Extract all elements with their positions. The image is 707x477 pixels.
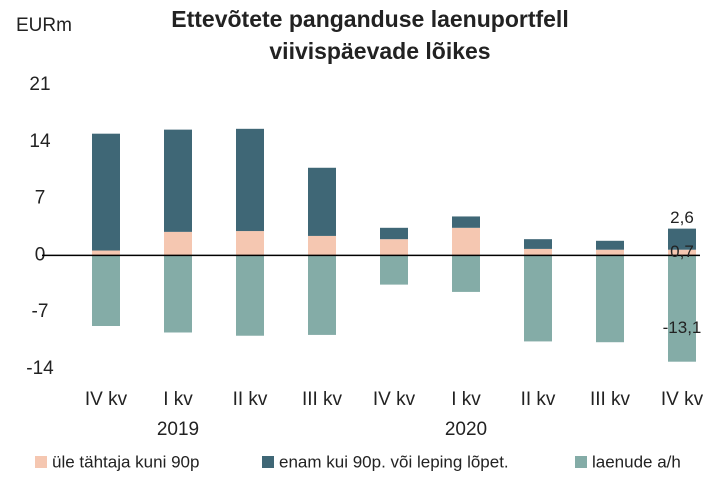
bar-segment bbox=[524, 248, 552, 256]
x-tick-label: III kv bbox=[302, 389, 343, 410]
bar-segment bbox=[308, 167, 336, 236]
y-tick-label: -14 bbox=[26, 358, 54, 379]
x-tick-label: II kv bbox=[521, 389, 556, 410]
chart-title: Ettevõtete panganduse laenuportfell bbox=[171, 6, 568, 32]
value-label: 0,7 bbox=[670, 242, 694, 261]
y-axis-label: EURm bbox=[16, 15, 72, 36]
x-tick-label: III kv bbox=[590, 389, 631, 410]
bar-segment bbox=[596, 249, 624, 256]
bar-segment bbox=[524, 255, 552, 342]
bar-segment bbox=[308, 235, 336, 256]
bar-segment bbox=[236, 231, 264, 256]
year-label: 2019 bbox=[157, 419, 199, 440]
bar-segment bbox=[452, 227, 480, 256]
bar-segment bbox=[668, 228, 696, 250]
x-tick-label: II kv bbox=[233, 389, 268, 410]
bar-segment bbox=[452, 216, 480, 228]
y-tick-label: -7 bbox=[32, 301, 49, 322]
bar-segment bbox=[92, 133, 120, 251]
legend-label: üle tähtaja kuni 90p bbox=[52, 452, 199, 471]
y-tick-label: 7 bbox=[35, 188, 46, 209]
value-label: -13,1 bbox=[663, 318, 702, 337]
bar-segment bbox=[164, 231, 192, 256]
bar-segment bbox=[380, 255, 408, 285]
legend-swatch bbox=[575, 456, 587, 468]
bar-segment bbox=[380, 227, 408, 240]
bar-segment bbox=[596, 240, 624, 250]
legend-label: enam kui 90p. või leping lõpet. bbox=[279, 452, 509, 471]
bar-segment bbox=[668, 255, 696, 362]
bar-segment bbox=[92, 250, 120, 256]
bar-segment bbox=[236, 255, 264, 336]
bar-segment bbox=[596, 255, 624, 343]
y-tick-label: 14 bbox=[29, 131, 51, 152]
bar-segment bbox=[668, 249, 696, 256]
bar-segment bbox=[236, 128, 264, 232]
x-tick-label: IV kv bbox=[85, 389, 128, 410]
x-tick-label: I kv bbox=[163, 389, 193, 410]
bar-segment bbox=[524, 239, 552, 249]
bar-segment bbox=[164, 255, 192, 333]
value-label: 2,6 bbox=[670, 208, 694, 227]
bar-segment bbox=[164, 129, 192, 232]
bar-segment bbox=[452, 255, 480, 292]
year-label: 2020 bbox=[445, 419, 487, 440]
y-tick-label: 21 bbox=[29, 74, 50, 95]
chart-title: viivispäevade lõikes bbox=[269, 38, 490, 64]
y-tick-label: 0 bbox=[35, 244, 46, 265]
bar-segment bbox=[92, 255, 120, 326]
legend-swatch bbox=[262, 456, 274, 468]
x-tick-label: IV kv bbox=[661, 389, 704, 410]
bar-segment bbox=[308, 255, 336, 335]
legend-swatch bbox=[35, 456, 47, 468]
bar-segment bbox=[380, 239, 408, 256]
x-tick-label: IV kv bbox=[373, 389, 416, 410]
x-tick-label: I kv bbox=[451, 389, 481, 410]
legend-label: laenude a/h bbox=[592, 452, 681, 471]
